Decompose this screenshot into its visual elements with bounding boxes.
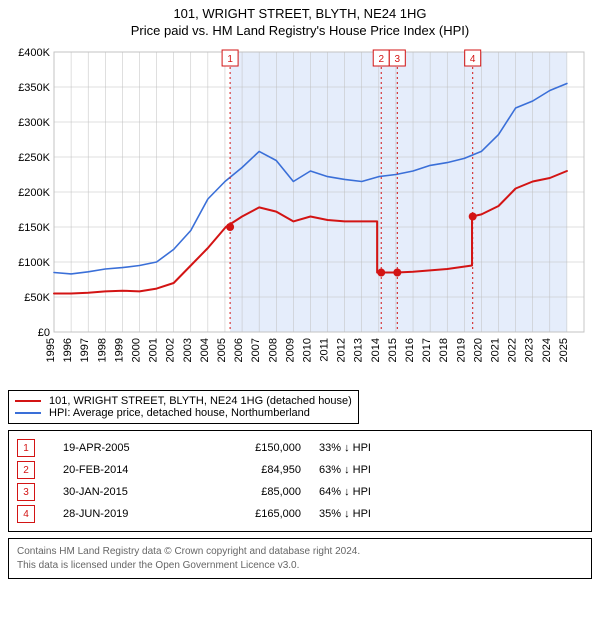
sales-row: 4 28-JUN-2019 £165,000 35% ↓ HPI (17, 503, 583, 525)
sales-row: 3 30-JAN-2015 £85,000 64% ↓ HPI (17, 481, 583, 503)
sale-marker-number: 2 (378, 54, 384, 65)
legend-row: 101, WRIGHT STREET, BLYTH, NE24 1HG (det… (15, 395, 352, 407)
x-tick-label: 2021 (490, 338, 502, 362)
sales-delta: 63% ↓ HPI (319, 464, 399, 476)
y-tick-label: £150K (18, 222, 50, 234)
sales-delta: 35% ↓ HPI (319, 508, 399, 520)
sales-table: 1 19-APR-2005 £150,000 33% ↓ HPI 2 20-FEB-201… (8, 430, 592, 532)
sales-row: 2 20-FEB-2014 £84,950 63% ↓ HPI (17, 459, 583, 481)
titles: 101, WRIGHT STREET, BLYTH, NE24 1HG Pric… (8, 6, 592, 38)
y-tick-label: £350K (18, 82, 50, 94)
y-tick-label: £250K (18, 152, 50, 164)
y-tick-label: £400K (18, 47, 50, 59)
sales-delta: 64% ↓ HPI (319, 486, 399, 498)
x-tick-label: 2019 (455, 338, 467, 362)
x-tick-label: 2010 (301, 338, 313, 362)
x-tick-label: 2012 (336, 338, 348, 362)
x-tick-label: 2018 (438, 338, 450, 362)
sales-delta: 33% ↓ HPI (319, 442, 399, 454)
sale-marker-number: 3 (395, 54, 401, 65)
x-tick-label: 2016 (404, 338, 416, 362)
sales-price: £85,000 (201, 486, 301, 498)
sales-marker-box: 4 (17, 505, 35, 523)
legend-swatch (15, 412, 41, 414)
x-tick-label: 2015 (387, 338, 399, 362)
x-tick-label: 1995 (45, 338, 57, 362)
legend-label: HPI: Average price, detached house, Nort… (49, 407, 310, 419)
y-tick-label: £0 (38, 327, 50, 339)
x-tick-label: 2013 (353, 338, 365, 362)
footer: Contains HM Land Registry data © Crown c… (8, 538, 592, 579)
sale-marker-dot (393, 269, 401, 277)
sales-marker-box: 1 (17, 439, 35, 457)
y-tick-label: £100K (18, 257, 50, 269)
y-tick-label: £50K (24, 292, 50, 304)
x-tick-label: 2022 (507, 338, 519, 362)
legend: 101, WRIGHT STREET, BLYTH, NE24 1HG (det… (8, 390, 359, 424)
sales-date: 20-FEB-2014 (63, 464, 183, 476)
sales-marker-box: 2 (17, 461, 35, 479)
sales-date: 19-APR-2005 (63, 442, 183, 454)
x-tick-label: 2023 (524, 338, 536, 362)
x-tick-label: 2017 (421, 338, 433, 362)
sales-date: 30-JAN-2015 (63, 486, 183, 498)
page: 101, WRIGHT STREET, BLYTH, NE24 1HG Pric… (0, 0, 600, 585)
x-tick-label: 2004 (199, 338, 211, 362)
x-tick-label: 2025 (558, 338, 570, 362)
title-line-2: Price paid vs. HM Land Registry's House … (8, 23, 592, 38)
y-tick-label: £200K (18, 187, 50, 199)
x-tick-label: 2005 (216, 338, 228, 362)
sale-marker-dot (226, 223, 234, 231)
chart-svg: £0 £50K £100K £150K £200K £250K £300K £350K £400… (8, 44, 592, 384)
sale-marker-number: 1 (227, 54, 233, 65)
x-tick-label: 2001 (148, 338, 160, 362)
sale-marker-number: 4 (470, 54, 476, 65)
x-tick-label: 2011 (319, 338, 331, 362)
sales-price: £84,950 (201, 464, 301, 476)
title-line-1: 101, WRIGHT STREET, BLYTH, NE24 1HG (8, 6, 592, 21)
legend-label: 101, WRIGHT STREET, BLYTH, NE24 1HG (det… (49, 395, 352, 407)
sale-marker-dot (377, 269, 385, 277)
x-tick-label: 2024 (541, 338, 553, 362)
x-tick-label: 1996 (62, 338, 74, 362)
x-tick-label: 1999 (113, 338, 125, 362)
x-tick-label: 2002 (165, 338, 177, 362)
x-tick-label: 1997 (79, 338, 91, 362)
sales-price: £150,000 (201, 442, 301, 454)
x-tick-label: 2003 (182, 338, 194, 362)
sales-marker-box: 3 (17, 483, 35, 501)
chart: £0 £50K £100K £150K £200K £250K £300K £350K £400… (8, 44, 592, 384)
x-tick-label: 1998 (96, 338, 108, 362)
y-tick-label: £300K (18, 117, 50, 129)
sales-row: 1 19-APR-2005 £150,000 33% ↓ HPI (17, 437, 583, 459)
x-tick-label: 2008 (267, 338, 279, 362)
sale-marker-dot (469, 213, 477, 221)
x-tick-label: 2007 (250, 338, 262, 362)
footer-line-1: Contains HM Land Registry data © Crown c… (17, 545, 583, 559)
x-tick-label: 2020 (472, 338, 484, 362)
sales-date: 28-JUN-2019 (63, 508, 183, 520)
x-tick-label: 2009 (284, 338, 296, 362)
legend-swatch (15, 400, 41, 402)
sales-price: £165,000 (201, 508, 301, 520)
legend-row: HPI: Average price, detached house, Nort… (15, 407, 352, 419)
x-tick-label: 2006 (233, 338, 245, 362)
footer-line-2: This data is licensed under the Open Gov… (17, 559, 583, 573)
x-tick-label: 2000 (130, 338, 142, 362)
x-tick-label: 2014 (370, 338, 382, 362)
